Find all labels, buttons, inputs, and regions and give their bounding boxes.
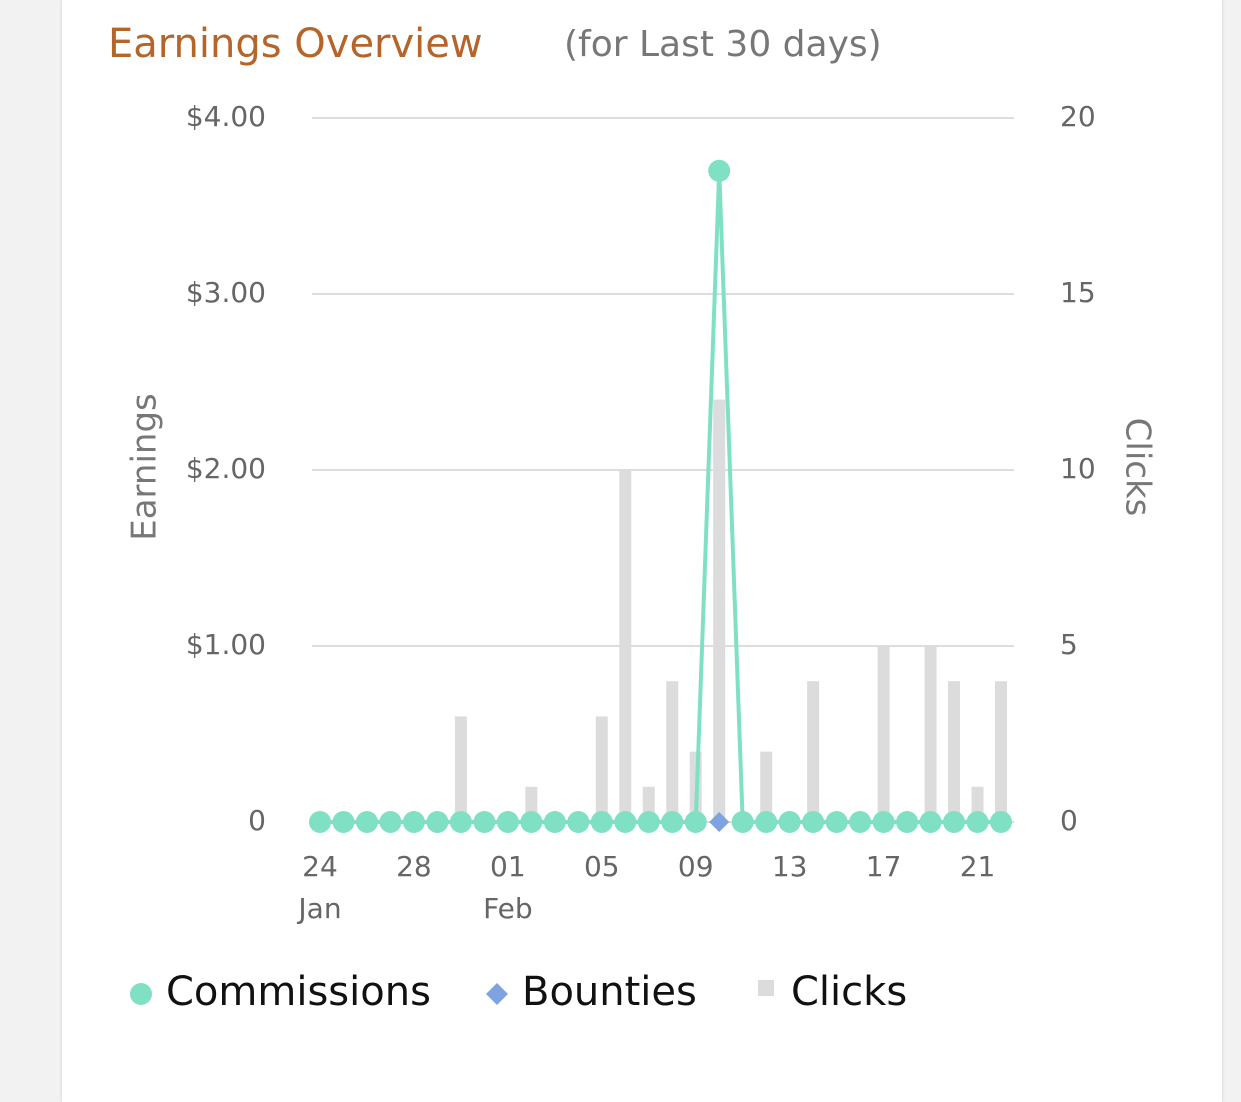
commission-point <box>802 811 825 833</box>
y2-axis-title: Clicks <box>1118 418 1158 517</box>
click-bar <box>807 681 820 822</box>
commission-point <box>402 811 425 833</box>
x-tick-label: 21 <box>960 850 996 883</box>
commission-point <box>943 811 966 833</box>
chart-subtitle: (for Last 30 days) <box>564 24 882 65</box>
commission-point <box>825 811 848 833</box>
x-month-label: Jan <box>296 892 341 925</box>
legend-marker <box>130 983 152 1005</box>
commission-point <box>896 811 919 833</box>
x-month-label: Feb <box>483 892 533 925</box>
x-tick-label: 01 <box>490 850 526 883</box>
legend-marker <box>758 980 774 996</box>
legend-label: Bounties <box>522 969 697 1015</box>
click-bar <box>948 681 961 822</box>
y-axis-title: Earnings <box>125 393 165 541</box>
legend-label: Commissions <box>166 969 431 1015</box>
legend-label: Clicks <box>791 969 907 1015</box>
click-bar <box>995 681 1007 822</box>
commission-point <box>309 811 331 833</box>
x-tick-label: 05 <box>584 850 620 883</box>
commission-point <box>496 811 519 833</box>
commission-point <box>332 811 355 833</box>
commission-point <box>966 811 989 833</box>
x-tick-label: 17 <box>866 850 902 883</box>
commission-point <box>731 811 754 833</box>
commission-point <box>637 811 660 833</box>
card <box>62 0 1222 1102</box>
y2-tick-label: 20 <box>1060 100 1096 133</box>
click-bar <box>666 681 679 822</box>
click-bar <box>619 470 632 822</box>
commission-point <box>849 811 872 833</box>
click-bar <box>877 646 890 822</box>
click-bar <box>454 716 467 822</box>
commission-point <box>426 811 449 833</box>
commission-point <box>708 159 731 182</box>
commission-point <box>755 811 778 833</box>
y-tick-label: $3.00 <box>186 276 266 309</box>
y-tick-label: $4.00 <box>186 100 266 133</box>
commission-point <box>778 811 801 833</box>
click-bar <box>924 646 937 822</box>
commission-point <box>661 811 684 833</box>
x-tick-label: 13 <box>772 850 808 883</box>
commission-point <box>872 811 895 833</box>
y2-tick-label: 0 <box>1060 804 1078 837</box>
commission-point <box>543 811 566 833</box>
bounty-marker <box>709 812 730 832</box>
chart-title: Earnings Overview <box>108 21 483 67</box>
commission-point <box>684 811 707 833</box>
commission-point <box>614 811 637 833</box>
y2-tick-label: 5 <box>1060 628 1078 661</box>
click-bar <box>713 399 726 822</box>
commission-point <box>919 811 942 833</box>
y2-tick-label: 15 <box>1060 276 1096 309</box>
commission-line <box>320 170 1001 824</box>
x-tick-label: 24 <box>302 850 338 883</box>
commission-point <box>990 811 1012 833</box>
y-tick-label: $2.00 <box>186 452 266 485</box>
y-tick-label: 0 <box>248 804 266 837</box>
commission-point <box>355 811 378 833</box>
x-tick-label: 28 <box>396 850 432 883</box>
commission-point <box>567 811 590 833</box>
y-tick-label: $1.00 <box>186 628 266 661</box>
click-bar <box>760 751 773 822</box>
commission-point <box>473 811 496 833</box>
commission-point <box>449 811 472 833</box>
legend-marker <box>486 983 508 1005</box>
commission-point <box>520 811 543 833</box>
click-bar <box>595 716 608 822</box>
x-tick-label: 09 <box>678 850 714 883</box>
commission-point <box>379 811 402 833</box>
commission-point <box>590 811 613 833</box>
y2-tick-label: 10 <box>1060 452 1096 485</box>
